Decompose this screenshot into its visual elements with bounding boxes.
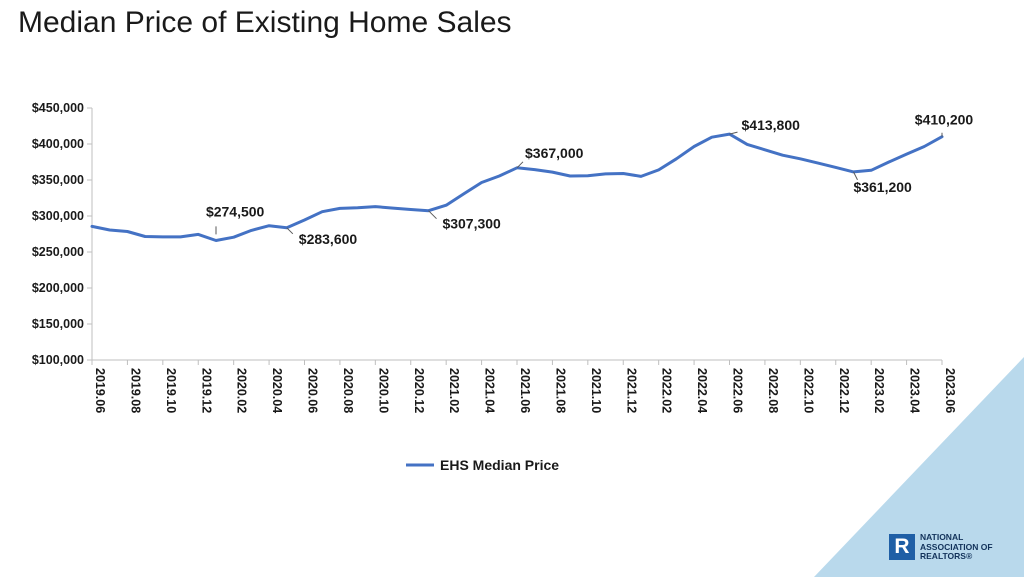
x-tick-label: 2020.12 (412, 368, 426, 413)
x-tick-label: 2019.08 (128, 368, 142, 413)
data-label: $410,200 (915, 112, 974, 128)
x-tick-label: 2022.08 (766, 368, 780, 413)
annotation-leader (428, 210, 437, 220)
x-tick-label: 2021.12 (624, 368, 638, 413)
x-tick-label: 2021.10 (589, 368, 603, 413)
x-tick-label: 2021.06 (518, 368, 532, 413)
x-tick-label: 2021.04 (483, 368, 497, 413)
y-tick-label: $300,000 (32, 209, 84, 223)
annotation-leader (286, 227, 294, 235)
data-label: $361,200 (853, 179, 912, 195)
x-tick-label: 2021.02 (447, 368, 461, 413)
x-tick-label: 2022.10 (801, 368, 815, 413)
x-tick-label: 2023.06 (943, 368, 957, 413)
x-tick-label: 2020.10 (376, 368, 390, 413)
x-tick-label: 2021.08 (553, 368, 567, 413)
y-tick-label: $200,000 (32, 281, 84, 295)
x-tick-label: 2023.02 (872, 368, 886, 413)
annotation-leader (729, 131, 738, 135)
series-line (90, 132, 944, 242)
logo-text: NATIONAL ASSOCIATION OF REALTORS® (920, 532, 993, 562)
data-label: $367,000 (525, 145, 584, 161)
x-tick-label: 2020.02 (235, 368, 249, 413)
realtors-r-icon: R (889, 534, 915, 561)
chart-title: Median Price of Existing Home Sales (18, 6, 512, 39)
x-tick-label: 2020.06 (306, 368, 320, 413)
logo-line-3: REALTORS® (920, 551, 973, 561)
x-tick-label: 2022.06 (731, 368, 745, 413)
logo-line-1: NATIONAL (920, 532, 964, 542)
y-tick-label: $400,000 (32, 137, 84, 151)
x-tick-label: 2019.06 (93, 368, 107, 413)
y-tick-label: $450,000 (32, 101, 84, 115)
data-label: $274,500 (206, 203, 265, 219)
annotation-leader (516, 161, 524, 169)
x-tick-label: 2019.12 (199, 368, 213, 413)
y-tick-label: $100,000 (32, 353, 84, 367)
x-tick-label: 2022.02 (660, 368, 674, 413)
x-tick-label: 2019.10 (164, 368, 178, 413)
x-tick-label: 2020.08 (341, 368, 355, 413)
x-tick-label: 2022.12 (837, 368, 851, 413)
x-tick-label: 2020.04 (270, 368, 284, 413)
y-tick-label: $150,000 (32, 317, 84, 331)
data-label: $413,800 (742, 117, 801, 133)
y-tick-label: $250,000 (32, 245, 84, 259)
data-label: $283,600 (299, 231, 358, 247)
logo-line-2: ASSOCIATION OF (920, 541, 993, 552)
x-tick-label: 2023.04 (908, 368, 922, 413)
y-tick-label: $350,000 (32, 173, 84, 187)
realtors-logo: R NATIONAL ASSOCIATION OF REALTORS® (889, 532, 993, 562)
legend-label: EHS Median Price (440, 457, 559, 473)
annotation-leader (853, 171, 858, 181)
x-tick-label: 2022.04 (695, 368, 709, 413)
data-label: $307,300 (442, 216, 501, 232)
